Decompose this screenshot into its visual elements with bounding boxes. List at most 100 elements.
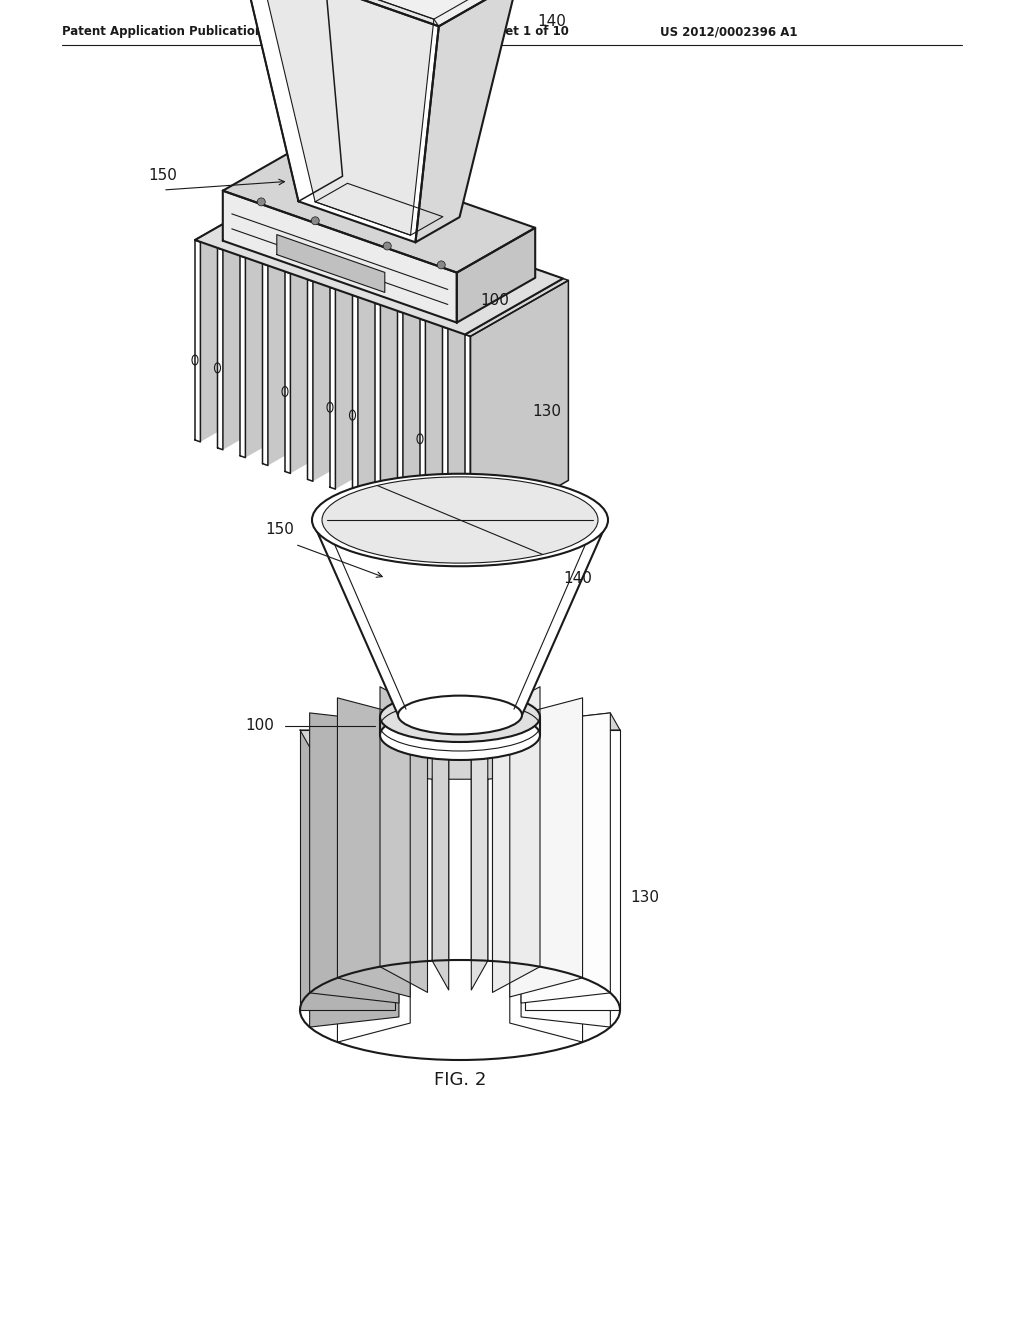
Polygon shape (241, 0, 343, 202)
Polygon shape (470, 280, 568, 536)
Polygon shape (465, 334, 470, 536)
Polygon shape (262, 264, 268, 466)
Polygon shape (223, 190, 457, 322)
Polygon shape (309, 713, 399, 1003)
Text: Jan. 5, 2012   Sheet 1 of 10: Jan. 5, 2012 Sheet 1 of 10 (390, 25, 570, 38)
Polygon shape (442, 326, 447, 528)
Polygon shape (420, 263, 523, 321)
Polygon shape (416, 0, 517, 243)
Polygon shape (358, 242, 456, 498)
Polygon shape (397, 312, 402, 512)
Polygon shape (338, 743, 427, 774)
Text: FIG. 2: FIG. 2 (434, 1071, 486, 1089)
Polygon shape (313, 226, 411, 482)
Polygon shape (397, 255, 501, 313)
Polygon shape (312, 520, 608, 715)
Text: 150: 150 (148, 168, 177, 182)
Text: 150: 150 (265, 521, 294, 537)
Polygon shape (471, 750, 487, 1059)
Polygon shape (432, 681, 449, 990)
Circle shape (257, 198, 265, 206)
Polygon shape (257, 0, 434, 235)
Ellipse shape (380, 692, 540, 742)
Polygon shape (217, 248, 223, 450)
Polygon shape (375, 304, 380, 504)
Polygon shape (330, 288, 336, 490)
Polygon shape (223, 194, 321, 450)
Polygon shape (375, 247, 478, 305)
Polygon shape (330, 231, 433, 289)
Polygon shape (240, 199, 343, 257)
Polygon shape (521, 713, 610, 1003)
Circle shape (311, 216, 319, 224)
Ellipse shape (398, 696, 522, 734)
Polygon shape (447, 272, 546, 528)
Polygon shape (195, 240, 201, 442)
Polygon shape (465, 279, 568, 337)
Polygon shape (432, 750, 487, 779)
Polygon shape (420, 318, 425, 520)
Polygon shape (521, 737, 610, 1027)
Polygon shape (300, 730, 395, 1010)
Polygon shape (307, 223, 411, 281)
Polygon shape (217, 191, 321, 249)
Polygon shape (307, 280, 313, 482)
Ellipse shape (380, 710, 540, 760)
Polygon shape (380, 686, 427, 993)
Polygon shape (195, 183, 563, 334)
Polygon shape (471, 747, 540, 779)
Polygon shape (285, 215, 388, 273)
Polygon shape (352, 239, 456, 297)
Text: US 2012/0002396 A1: US 2012/0002396 A1 (660, 25, 798, 38)
Polygon shape (291, 218, 388, 474)
Text: 100: 100 (481, 293, 510, 309)
Text: 140: 140 (563, 572, 593, 586)
Ellipse shape (322, 477, 598, 564)
Polygon shape (309, 737, 399, 1027)
Polygon shape (493, 747, 540, 1053)
Polygon shape (380, 747, 427, 1053)
Polygon shape (471, 681, 487, 990)
Ellipse shape (395, 710, 525, 750)
Polygon shape (402, 257, 501, 512)
Polygon shape (241, 0, 517, 26)
Polygon shape (195, 183, 298, 242)
Polygon shape (338, 743, 411, 1041)
Polygon shape (380, 747, 449, 779)
Polygon shape (510, 698, 583, 997)
Polygon shape (510, 743, 583, 1041)
Polygon shape (336, 234, 433, 490)
Polygon shape (246, 202, 343, 458)
Text: 100: 100 (245, 718, 273, 734)
Circle shape (383, 242, 391, 249)
Polygon shape (521, 713, 620, 730)
Polygon shape (425, 264, 523, 520)
Polygon shape (510, 737, 610, 762)
Text: FIG. 1: FIG. 1 (353, 516, 406, 535)
Text: 140: 140 (538, 15, 566, 29)
Text: 130: 130 (532, 404, 561, 418)
Polygon shape (493, 686, 540, 993)
Polygon shape (457, 228, 536, 322)
Polygon shape (300, 730, 399, 747)
Polygon shape (525, 730, 620, 1010)
Ellipse shape (312, 474, 608, 566)
Polygon shape (442, 271, 546, 329)
Polygon shape (521, 730, 620, 747)
Ellipse shape (300, 960, 620, 1060)
Polygon shape (268, 210, 366, 466)
Text: 130: 130 (630, 891, 659, 906)
Polygon shape (262, 207, 366, 265)
Polygon shape (493, 743, 583, 774)
Text: Patent Application Publication: Patent Application Publication (62, 25, 263, 38)
Polygon shape (338, 698, 411, 997)
Polygon shape (432, 750, 449, 1059)
Polygon shape (285, 272, 291, 474)
Polygon shape (309, 737, 411, 762)
Polygon shape (276, 235, 385, 293)
Polygon shape (380, 249, 478, 504)
Polygon shape (240, 256, 246, 458)
Polygon shape (241, 0, 439, 243)
Polygon shape (352, 296, 358, 498)
Ellipse shape (395, 675, 525, 715)
